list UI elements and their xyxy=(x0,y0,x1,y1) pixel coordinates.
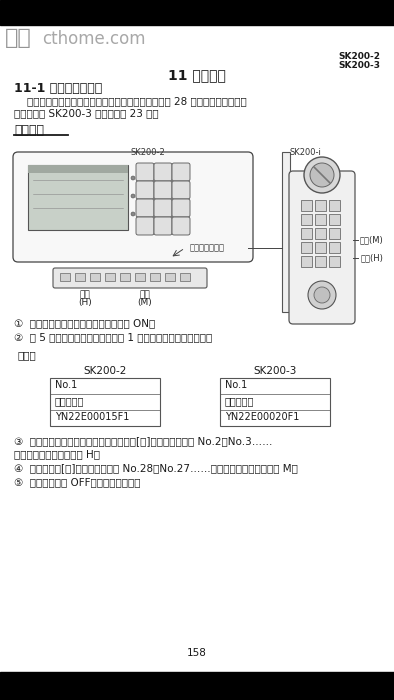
Bar xyxy=(329,242,340,253)
Circle shape xyxy=(308,281,336,309)
Text: cthome.com: cthome.com xyxy=(132,678,210,691)
Text: ①  按住蜂鸣器停止开关，钥匙开关回到 ON。: ① 按住蜂鸣器停止开关，钥匙开关回到 ON。 xyxy=(14,318,155,328)
Text: YN22E00015F1: YN22E00015F1 xyxy=(55,412,129,422)
Circle shape xyxy=(131,194,135,198)
Bar xyxy=(0,672,394,700)
Bar xyxy=(301,242,312,253)
Circle shape xyxy=(310,163,334,187)
FancyBboxPatch shape xyxy=(13,152,253,262)
Bar xyxy=(301,200,312,211)
FancyBboxPatch shape xyxy=(154,181,172,199)
Bar xyxy=(220,378,330,426)
Bar xyxy=(135,273,145,281)
FancyBboxPatch shape xyxy=(136,181,154,199)
Text: 机电控制器: 机电控制器 xyxy=(55,396,84,406)
Text: SK200-2: SK200-2 xyxy=(83,366,127,376)
Text: 11 服务诊断: 11 服务诊断 xyxy=(168,68,226,82)
Bar xyxy=(0,0,394,25)
Text: ②  按 5 次蜂鸣器停止开关，显示第 1 项目内容机电控制器编号。: ② 按 5 次蜂鸣器停止开关，显示第 1 项目内容机电控制器编号。 xyxy=(14,332,212,342)
Text: 后退: 后退 xyxy=(139,290,151,299)
Text: 11-1 现状的服务诊断: 11-1 现状的服务诊断 xyxy=(14,82,102,95)
Text: 显示方法: 显示方法 xyxy=(14,124,44,137)
FancyBboxPatch shape xyxy=(136,163,154,181)
Text: ④  连接校时的[分]修改开关，使按 No.28、No.27……顺序返回。（开关标记为 M）: ④ 连接校时的[分]修改开关，使按 No.28、No.27……顺序返回。（开关标… xyxy=(14,463,298,473)
Text: ③  打开开关面板下面的盖子，连接校时的[时]修改开关，使按 No.2、No.3……: ③ 打开开关面板下面的盖子，连接校时的[时]修改开关，使按 No.2、No.3…… xyxy=(14,436,273,446)
Bar xyxy=(329,214,340,225)
Text: SK200-3: SK200-3 xyxy=(338,61,380,70)
Bar xyxy=(75,273,85,281)
Text: 铁中: 铁中 xyxy=(100,676,118,691)
FancyBboxPatch shape xyxy=(154,199,172,217)
Text: SK200-2: SK200-2 xyxy=(131,148,165,157)
FancyBboxPatch shape xyxy=(154,163,172,181)
Circle shape xyxy=(131,212,135,216)
Bar xyxy=(315,242,326,253)
Bar xyxy=(28,165,128,230)
Text: ⑤  不将开关置于 OFF，显示便不消失。: ⑤ 不将开关置于 OFF，显示便不消失。 xyxy=(14,477,141,487)
Text: 后退(M): 后退(M) xyxy=(359,235,383,244)
Bar xyxy=(28,165,128,173)
Text: (H): (H) xyxy=(78,298,92,307)
Text: 前进(H): 前进(H) xyxy=(360,253,383,262)
FancyBboxPatch shape xyxy=(172,181,190,199)
FancyBboxPatch shape xyxy=(136,199,154,217)
Text: 铁中: 铁中 xyxy=(5,28,32,48)
Text: SK200-3: SK200-3 xyxy=(253,366,297,376)
Text: 根据机电控制器的数据，可以将当前的服务诊断内容 28 项，显示在多功能显: 根据机电控制器的数据，可以将当前的服务诊断内容 28 项，显示在多功能显 xyxy=(14,96,247,106)
Text: No.1: No.1 xyxy=(55,380,77,390)
Bar xyxy=(329,200,340,211)
Circle shape xyxy=(131,176,135,180)
Bar xyxy=(301,228,312,239)
Text: YN22E00020F1: YN22E00020F1 xyxy=(225,412,299,422)
Bar xyxy=(105,273,115,281)
Bar xyxy=(50,378,160,426)
Text: 蜂鸣器停止开关: 蜂鸣器停止开关 xyxy=(190,244,225,253)
Circle shape xyxy=(304,157,340,193)
Text: 顺序显示。（开关标记为 H）: 顺序显示。（开关标记为 H） xyxy=(14,449,100,459)
Bar xyxy=(301,256,312,267)
Bar xyxy=(315,214,326,225)
Bar xyxy=(282,152,290,312)
FancyBboxPatch shape xyxy=(172,199,190,217)
Text: 前进: 前进 xyxy=(80,290,90,299)
Bar xyxy=(315,256,326,267)
Text: SK200-i: SK200-i xyxy=(289,148,321,157)
Bar xyxy=(301,214,312,225)
FancyBboxPatch shape xyxy=(154,217,172,235)
Bar xyxy=(315,228,326,239)
FancyBboxPatch shape xyxy=(172,163,190,181)
Bar xyxy=(60,273,70,281)
Bar xyxy=(329,228,340,239)
Text: (M): (M) xyxy=(138,298,152,307)
Text: 示器上，但 SK200-3 的显示只有 23 项。: 示器上，但 SK200-3 的显示只有 23 项。 xyxy=(14,108,159,118)
Bar xyxy=(315,200,326,211)
FancyBboxPatch shape xyxy=(172,217,190,235)
Text: No.1: No.1 xyxy=(225,380,247,390)
Text: SK200-2: SK200-2 xyxy=(338,52,380,61)
FancyBboxPatch shape xyxy=(289,171,355,324)
FancyBboxPatch shape xyxy=(136,217,154,235)
Text: （例）: （例） xyxy=(18,350,37,360)
Text: 158: 158 xyxy=(187,648,207,658)
Bar xyxy=(90,273,100,281)
FancyBboxPatch shape xyxy=(53,268,207,288)
Bar xyxy=(120,273,130,281)
Text: 机电控制器: 机电控制器 xyxy=(225,396,255,406)
Circle shape xyxy=(314,287,330,303)
Text: cthome.com: cthome.com xyxy=(42,30,145,48)
Bar xyxy=(180,273,190,281)
Bar xyxy=(165,273,175,281)
Bar xyxy=(150,273,160,281)
Bar xyxy=(329,256,340,267)
